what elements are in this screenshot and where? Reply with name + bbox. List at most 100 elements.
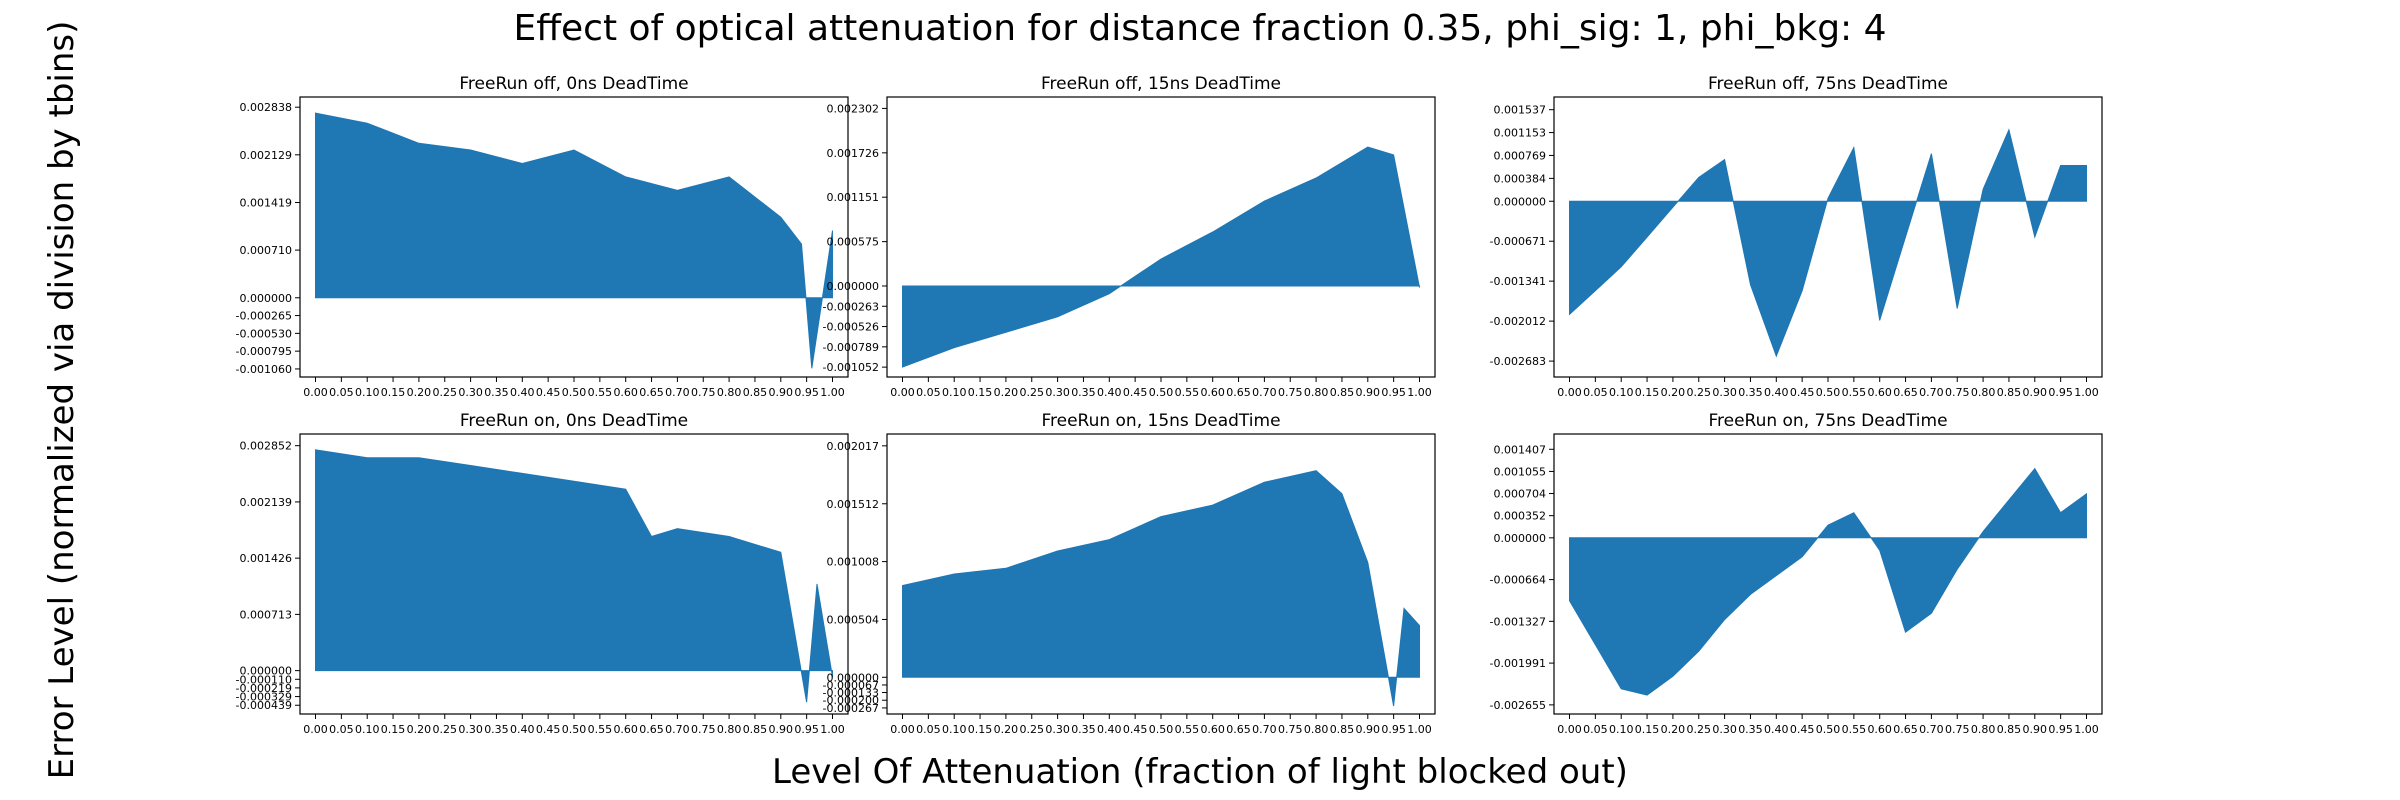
y-tick-label: 0.000710 [240,244,293,257]
x-tick-label: 0.90 [1356,386,1381,399]
y-tick-label: -0.000267 [823,702,879,715]
x-tick-label: 0.60 [1200,723,1225,736]
subplot-4: FreeRun on, 0ns DeadTime 0.002852 0.002139… [236,411,849,736]
y-tick-label: 0.001512 [827,498,880,511]
y-tick-label: 0.002017 [827,440,880,453]
x-tick-label: 0.80 [1304,386,1329,399]
x-tick-label: 1.00 [2074,386,2099,399]
figure-title: Effect of optical attenuation for distan… [513,8,1887,49]
x-tick-label: 0.80 [717,723,742,736]
subplot-title-4: FreeRun on, 0ns DeadTime [460,411,688,431]
subplot-3: FreeRun off, 75ns DeadTime 0.001537 0.0011… [1490,74,2103,399]
x-tick-label: 0.85 [1330,386,1355,399]
x-tick-label: 0.95 [794,723,819,736]
x-tick-label: 0.20 [407,723,432,736]
x-tick-label: 1.00 [2074,723,2099,736]
y-tick-label: -0.001991 [1490,657,1546,670]
x-tick-label: 0.85 [743,386,768,399]
y-tick-label: -0.000219 [236,682,292,695]
subplot-6: FreeRun on, 75ns DeadTime 0.001407 0.00105… [1490,411,2103,736]
y-tick-label: -0.001052 [823,361,879,374]
x-tick-label: 0.55 [1175,386,1200,399]
x-tick-label: 0.40 [510,723,535,736]
x-tick-label: 0.55 [1842,723,1867,736]
x-tick-label: 0.95 [794,386,819,399]
x-tick-label: 0.20 [994,723,1019,736]
x-tick-label: 0.80 [1971,386,1996,399]
x-tick-label: 0.65 [1893,386,1918,399]
x-tick-label: 0.40 [1764,723,1789,736]
x-tick-label: 0.95 [1381,723,1406,736]
x-tick-label: 0.35 [1738,386,1763,399]
y-tick-label: 0.002838 [240,101,293,114]
x-tick-label: 0.75 [1278,386,1303,399]
x-tick-label: 0.50 [562,386,587,399]
x-tick-label: 0.95 [2048,386,2073,399]
x-tick-label: 0.30 [458,386,483,399]
x-tick-label: 0.10 [355,723,380,736]
x-tick-label: 0.50 [1816,723,1841,736]
x-tick-label: 0.65 [639,386,664,399]
y-tick-label: 0.001153 [1494,127,1547,140]
x-tick-label: 0.65 [1226,723,1251,736]
x-tick-label: 0.25 [1020,386,1045,399]
x-tick-label: 0.20 [1661,723,1686,736]
x-tick-label: 0.65 [1893,723,1918,736]
x-tick-label: 0.45 [536,723,561,736]
x-tick-label: 0.00 [890,386,915,399]
x-tick-label: 0.75 [1945,723,1970,736]
x-tick-label: 0.50 [1149,723,1174,736]
subplot-title-3: FreeRun off, 75ns DeadTime [1708,74,1948,94]
subplot-title-1: FreeRun off, 0ns DeadTime [459,74,688,94]
x-tick-label: 0.40 [1764,386,1789,399]
x-tick-label: 0.55 [1842,386,1867,399]
x-tick-label: 0.25 [1687,723,1712,736]
x-tick-label: 0.85 [743,723,768,736]
x-tick-label: 0.10 [355,386,380,399]
y-tick-label: 0.000384 [1494,172,1547,185]
y-tick-label: 0.002852 [240,440,293,453]
y-tick-label: 0.000769 [1494,149,1547,162]
x-tick-label: 0.10 [1609,723,1634,736]
x-tick-label: 0.30 [1045,386,1070,399]
x-tick-label: 0.45 [1790,386,1815,399]
y-tick-label: 0.001426 [240,552,293,565]
y-tick-label: -0.000439 [236,699,292,712]
y-tick-label: 0.000504 [827,613,880,626]
y-tick-label: -0.000795 [236,345,292,358]
subplot-title-6: FreeRun on, 75ns DeadTime [1708,411,1947,431]
x-tick-label: 0.95 [1381,386,1406,399]
x-tick-label: 0.00 [1557,723,1582,736]
x-tick-label: 0.45 [1123,386,1148,399]
x-tick-label: 0.50 [1816,386,1841,399]
y-tick-label: 0.001726 [827,147,880,160]
x-tick-label: 0.15 [968,386,993,399]
x-tick-label: 0.35 [1071,723,1096,736]
x-tick-label: 0.35 [1071,386,1096,399]
x-tick-label: 0.25 [433,386,458,399]
y-tick-label: -0.000526 [823,321,879,334]
x-tick-label: 0.45 [1790,723,1815,736]
y-tick-label: 0.002302 [827,102,880,115]
x-tick-label: 0.60 [1200,386,1225,399]
x-tick-label: 0.75 [1278,723,1303,736]
x-tick-label: 0.30 [1712,723,1737,736]
x-tick-label: 0.00 [303,723,328,736]
y-tick-label: -0.001341 [1490,275,1546,288]
x-tick-label: 0.80 [1304,723,1329,736]
y-tick-label: -0.000329 [236,691,292,704]
y-tick-label: -0.000067 [823,679,879,692]
y-tick-label: -0.002683 [1490,355,1546,368]
x-tick-label: 0.15 [968,723,993,736]
x-tick-label: 0.05 [916,386,941,399]
x-tick-label: 0.90 [2023,386,2048,399]
y-tick-label: -0.000664 [1490,574,1546,587]
x-tick-label: 0.45 [536,386,561,399]
y-tick-label: -0.000133 [823,687,879,700]
x-tick-label: 0.60 [1867,386,1892,399]
x-tick-label: 0.70 [665,386,690,399]
y-tick-label: 0.000000 [827,671,880,684]
x-tick-label: 0.20 [407,386,432,399]
area-series-6 [1569,467,2087,696]
